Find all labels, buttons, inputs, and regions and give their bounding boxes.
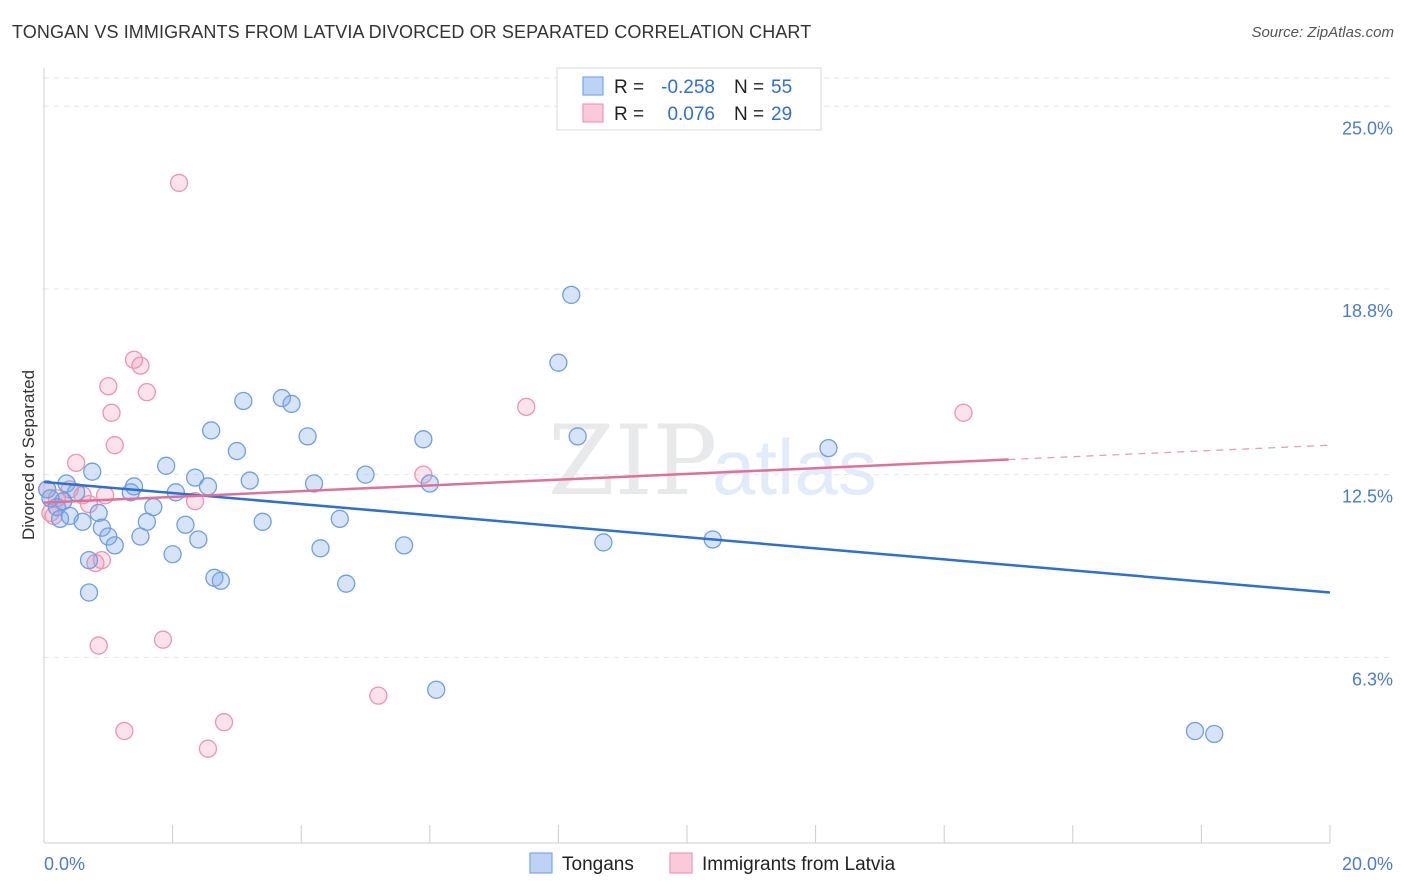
latvia-point-17 [131, 356, 150, 375]
latvia-point-13 [102, 403, 121, 422]
latvia-point-20 [169, 173, 189, 193]
tongans-point-20 [157, 456, 176, 475]
y-axis-title: Divorced or Separated [19, 370, 38, 540]
trend-line-tongans [43, 480, 1331, 594]
latvia-point-9 [89, 636, 108, 655]
tongans-point-27 [202, 421, 221, 440]
tongans-point-24 [185, 468, 205, 487]
tongans-point-25 [189, 530, 208, 549]
x-axis-ticks [43, 825, 1331, 843]
tongans-point-36 [298, 427, 317, 446]
bottom-legend-latvia: Immigrants from Latvia [702, 854, 896, 875]
legend-n-label-2: N = [734, 104, 764, 125]
legend-n-value-latvia: 29 [771, 104, 792, 125]
latvia-point-14 [105, 436, 124, 455]
legend-r-label-2: R = [614, 104, 644, 125]
bottom-legend-tongans: Tongans [562, 854, 634, 875]
tongans-point-21 [163, 545, 182, 564]
tongans-point-14 [105, 536, 124, 555]
tongans-point-47 [562, 285, 581, 305]
latvia-point-23 [214, 713, 234, 732]
latvia-point-12 [99, 377, 118, 396]
latvia-point-22 [198, 739, 218, 758]
tongans-point-35 [282, 394, 301, 414]
watermark: ZIP atlas [548, 405, 877, 517]
tongans-point-10 [83, 462, 102, 481]
legend-r-value-latvia: 0.076 [667, 104, 715, 125]
legend-r-value-tongans: -0.258 [661, 77, 715, 98]
y-tick-label-1: 12.5% [1342, 487, 1393, 507]
y-tick-label-2: 18.8% [1342, 301, 1393, 321]
legend-n-value-tongans: 55 [771, 77, 792, 98]
tongans-point-52 [1185, 721, 1205, 741]
trend-line-latvia [43, 458, 1009, 504]
tongans-point-42 [394, 536, 414, 555]
series-legend: Tongans Immigrants from Latvia [529, 852, 896, 875]
tongans-point-8 [73, 512, 92, 531]
chart-source: Source: ZipAtlas.com [1251, 24, 1394, 41]
y-tick-label-0: 6.3% [1352, 669, 1393, 689]
tongans-point-34 [272, 388, 292, 408]
tongans-point-38 [311, 539, 330, 558]
y-tick-label-3: 25.0% [1342, 118, 1393, 138]
tongans-point-37 [304, 474, 324, 493]
x-tick-label-max: 20.0% [1342, 854, 1393, 874]
tongans-point-53 [1205, 724, 1224, 744]
tongans-point-11 [89, 503, 108, 523]
grid-lines [44, 77, 1393, 658]
latvia-point-26 [517, 397, 536, 417]
bottom-legend-swatch-tongans [529, 852, 553, 874]
tongans-point-54 [79, 583, 99, 602]
tongans-point-41 [356, 465, 375, 484]
y-tick-labels: 6.3% 12.5% 18.8% 25.0% [1342, 118, 1393, 689]
tongans-point-46 [549, 353, 568, 372]
tongans-point-9 [79, 550, 99, 570]
latvia-point-5 [67, 453, 86, 473]
tongans-point-16 [124, 477, 144, 496]
watermark-zip: ZIP [548, 405, 717, 517]
series-latvia-points [38, 173, 973, 758]
stats-legend: R = -0.258 N = 55 R = 0.076 N = 29 [556, 67, 822, 131]
legend-swatch-tongans [582, 76, 604, 96]
tongans-point-29 [211, 571, 230, 590]
legend-swatch-latvia [582, 103, 604, 123]
legend-n-label-1: N = [734, 77, 764, 98]
latvia-point-27 [954, 403, 973, 422]
tongans-point-49 [594, 533, 613, 552]
tongans-point-31 [234, 391, 253, 411]
tongans-point-40 [337, 574, 356, 593]
tongans-point-32 [240, 471, 259, 490]
latvia-point-24 [369, 686, 388, 705]
tongans-point-44 [420, 474, 439, 493]
trend-lines [43, 444, 1331, 594]
tongans-point-51 [819, 438, 838, 458]
latvia-point-10 [92, 550, 112, 570]
trend-line-latvia-extension [1008, 444, 1331, 461]
tongans-point-26 [198, 477, 218, 496]
tongans-point-48 [568, 427, 587, 446]
latvia-point-15 [115, 721, 134, 741]
latvia-point-18 [137, 382, 157, 402]
tongans-point-23 [176, 515, 195, 534]
bottom-legend-swatch-latvia [669, 852, 693, 874]
tongans-point-45 [427, 680, 446, 699]
legend-r-label-1: R = [614, 77, 644, 98]
tongans-point-39 [330, 509, 349, 529]
tongans-point-30 [227, 441, 247, 461]
tongans-point-43 [414, 430, 433, 449]
tongans-point-19 [144, 497, 163, 517]
tongans-point-33 [253, 512, 272, 531]
chart-title: TONGAN VS IMMIGRANTS FROM LATVIA DIVORCE… [12, 22, 812, 42]
latvia-point-19 [153, 630, 173, 649]
x-tick-label-min: 0.0% [44, 854, 85, 874]
